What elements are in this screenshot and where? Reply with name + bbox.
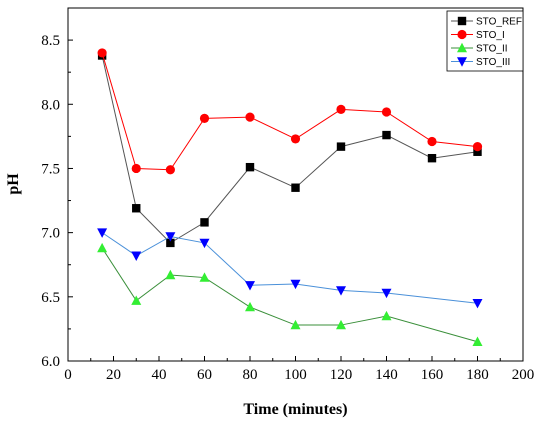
x-tick-label: 180	[466, 367, 489, 383]
data-point-sto-i	[199, 113, 210, 123]
y-tick-label: 7.5	[41, 161, 60, 177]
series-line-sto-ref	[101, 55, 478, 244]
data-point-sto-iii	[290, 279, 301, 290]
data-point-sto-iii	[199, 238, 210, 249]
x-axis-title: Time (minutes)	[243, 401, 347, 418]
series-sto-i	[97, 48, 483, 175]
data-point-sto-ref	[245, 162, 255, 172]
data-point-sto-iii	[131, 251, 142, 261]
data-point-sto-ref	[382, 130, 391, 140]
data-point-sto-ii	[165, 269, 176, 280]
data-point-sto-ref	[473, 147, 482, 156]
data-point-sto-i	[336, 104, 346, 115]
data-point-sto-ii	[97, 242, 108, 253]
data-point-sto-iii	[336, 286, 346, 296]
x-tick-label: 200	[512, 367, 535, 383]
data-point-sto-iii	[165, 232, 176, 242]
data-point-sto-ii	[245, 301, 255, 312]
x-tick-label: 60	[197, 367, 212, 383]
legend-item-sto-i: STO_I	[451, 29, 505, 41]
data-point-sto-iii	[97, 228, 108, 238]
series-layer	[97, 48, 483, 346]
legend-label: STO_REF	[476, 17, 522, 28]
x-tick-label: 140	[375, 367, 398, 383]
x-tick-label: 120	[330, 367, 353, 383]
data-point-sto-i	[131, 163, 141, 174]
y-axis-title: pH	[5, 173, 22, 195]
legend-item-sto-iii: STO_III	[451, 57, 510, 68]
legend-item-sto-ii: STO_II	[451, 42, 508, 55]
x-tick-label: 20	[106, 367, 121, 383]
x-tick-label: 0	[64, 367, 72, 383]
legend-label: STO_II	[476, 44, 508, 55]
y-tick-label: 6.0	[41, 354, 60, 370]
data-point-sto-i	[245, 112, 255, 122]
legend-marker	[457, 57, 467, 67]
y-tick-label: 7.0	[41, 226, 60, 242]
x-tick-label: 160	[421, 367, 444, 383]
data-point-sto-iii	[245, 281, 255, 291]
legend-marker	[457, 16, 467, 26]
x-tick-label: 80	[243, 367, 258, 383]
data-point-sto-ii	[381, 310, 392, 321]
data-point-sto-ref	[291, 183, 300, 192]
legend-marker	[457, 29, 467, 40]
data-point-sto-i	[97, 48, 107, 58]
legend: STO_REF STO_I STO_II STO_III	[446, 10, 524, 72]
y-tick-label: 8.5	[41, 33, 60, 49]
x-tick-label: 100	[284, 367, 307, 383]
data-point-sto-ii	[336, 319, 346, 330]
data-point-sto-ref	[132, 204, 141, 213]
series-line-sto-ii	[101, 247, 478, 343]
y-tick-label: 6.5	[41, 290, 60, 306]
data-point-sto-ii	[199, 272, 210, 282]
series-line-sto-i	[101, 52, 478, 171]
series-sto-iii	[97, 228, 483, 309]
data-point-sto-ii	[472, 336, 483, 346]
series-sto-ii	[97, 242, 483, 346]
series-sto-ref	[97, 51, 482, 248]
data-point-sto-i	[472, 142, 483, 152]
data-point-sto-i	[427, 136, 437, 147]
data-point-sto-ii	[131, 295, 142, 305]
data-point-sto-ref	[166, 238, 175, 248]
ticks-layer: 0 20 40 60 80 100 120 140 160 180 200 6.0 6.5 7.0 7.5 8…	[41, 33, 534, 383]
x-tick-label: 40	[152, 367, 167, 383]
data-point-sto-ref	[200, 218, 209, 227]
legend-item-sto-ref: STO_REF	[451, 17, 522, 28]
legend-marker	[457, 42, 467, 53]
data-point-sto-i	[290, 134, 301, 144]
y-tick-label: 8.0	[41, 97, 60, 113]
legend-label: STO_I	[476, 30, 505, 41]
data-point-sto-ref	[427, 153, 437, 163]
legend-label: STO_III	[476, 57, 510, 68]
series-line-sto-iii	[101, 232, 478, 304]
data-point-sto-iii	[381, 288, 392, 299]
data-point-sto-ii	[290, 319, 301, 330]
data-point-sto-i	[381, 107, 392, 117]
data-point-sto-iii	[472, 299, 483, 309]
data-point-sto-i	[165, 165, 175, 175]
data-point-sto-ref	[336, 142, 346, 151]
